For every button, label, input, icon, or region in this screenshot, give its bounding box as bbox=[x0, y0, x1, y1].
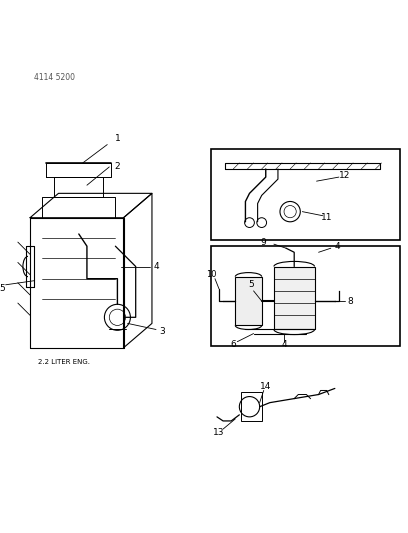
Text: 13: 13 bbox=[213, 428, 225, 437]
Text: 3: 3 bbox=[159, 327, 165, 336]
Text: 4: 4 bbox=[153, 262, 159, 271]
Text: 10: 10 bbox=[206, 270, 216, 279]
Text: 2: 2 bbox=[115, 163, 120, 172]
Text: 14: 14 bbox=[260, 382, 271, 391]
Text: 5: 5 bbox=[248, 280, 255, 289]
Bar bbox=[242, 392, 262, 421]
Text: 4: 4 bbox=[334, 243, 340, 252]
Text: 4: 4 bbox=[281, 340, 287, 349]
Bar bbox=[274, 266, 315, 329]
Text: 8: 8 bbox=[348, 296, 353, 305]
Text: 9: 9 bbox=[261, 238, 266, 247]
Text: 6: 6 bbox=[231, 340, 236, 349]
Text: 4114 5200: 4114 5200 bbox=[34, 73, 75, 82]
Bar bbox=[211, 246, 400, 346]
Text: 12: 12 bbox=[339, 171, 351, 180]
Text: 2.2 LITER ENG.: 2.2 LITER ENG. bbox=[38, 359, 90, 365]
Text: 5: 5 bbox=[0, 284, 5, 293]
Bar bbox=[235, 277, 262, 326]
Bar bbox=[211, 149, 400, 240]
Text: 1: 1 bbox=[115, 134, 120, 143]
Text: 11: 11 bbox=[321, 213, 333, 222]
